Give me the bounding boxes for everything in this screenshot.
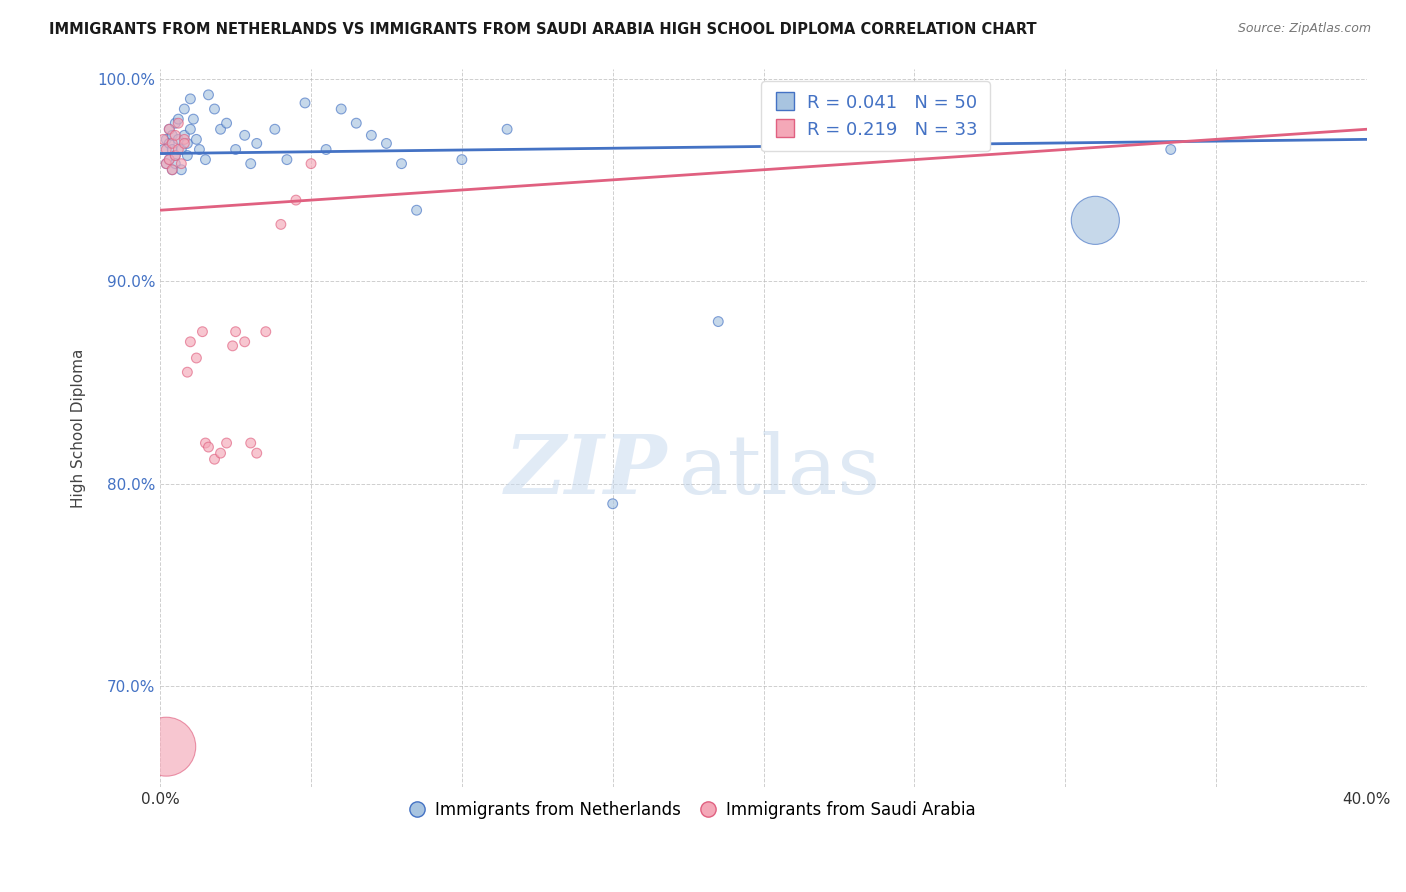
Text: Source: ZipAtlas.com: Source: ZipAtlas.com [1237,22,1371,36]
Point [162,162,184,177]
Point [215,436,238,450]
Point [209,122,232,136]
Point [152,132,174,146]
Point [165,116,187,130]
Point [155,143,177,157]
Point [167,116,190,130]
Point [194,436,217,450]
Point [188,143,211,157]
Point [167,112,190,127]
Point [360,128,382,143]
Point [194,153,217,167]
Point [1160,143,1182,157]
Point [215,116,238,130]
Point [179,122,201,136]
Point [165,148,187,162]
Point [270,218,292,232]
Point [294,95,316,110]
Text: IMMIGRANTS FROM NETHERLANDS VS IMMIGRANTS FROM SAUDI ARABIA HIGH SCHOOL DIPLOMA : IMMIGRANTS FROM NETHERLANDS VS IMMIGRANT… [49,22,1036,37]
Point [157,122,180,136]
Point [225,325,247,339]
Point [165,128,187,143]
Y-axis label: High School Diploma: High School Diploma [72,348,86,508]
Point [173,102,195,116]
Text: ZIP: ZIP [505,431,666,511]
Point [173,136,195,151]
Point [391,156,413,170]
Point [155,156,177,170]
Point [162,162,184,177]
Point [450,153,472,167]
Point [157,153,180,167]
Point [221,339,243,353]
Point [170,162,193,177]
Point [204,102,226,116]
Point [157,153,180,167]
Point [284,193,307,207]
Point [162,128,184,143]
Point [233,128,256,143]
Point [263,122,285,136]
Point [165,156,187,170]
Point [162,143,184,157]
Point [375,136,398,151]
Point [170,143,193,157]
Point [197,440,219,454]
Point [176,148,198,162]
Point [157,136,180,151]
Point [315,143,337,157]
Point [225,143,247,157]
Point [162,136,184,151]
Point [157,122,180,136]
Point [204,452,226,467]
Point [179,334,201,349]
Point [209,446,232,460]
Point [330,102,353,116]
Legend: Immigrants from Netherlands, Immigrants from Saudi Arabia: Immigrants from Netherlands, Immigrants … [401,794,983,826]
Point [167,143,190,157]
Point [176,136,198,151]
Point [152,143,174,157]
Point [165,148,187,162]
Point [246,446,269,460]
Point [155,156,177,170]
Point [167,132,190,146]
Point [183,112,205,127]
Point [176,365,198,379]
Point [1084,213,1107,227]
Point [496,122,519,136]
Point [197,87,219,102]
Point [179,92,201,106]
Point [602,497,624,511]
Point [233,334,256,349]
Point [186,351,208,365]
Point [186,132,208,146]
Point [239,156,262,170]
Point [170,156,193,170]
Point [173,132,195,146]
Point [344,116,367,130]
Point [405,203,427,218]
Point [254,325,277,339]
Point [173,128,195,143]
Point [246,136,269,151]
Point [155,132,177,146]
Text: atlas: atlas [679,431,882,511]
Point [299,156,322,170]
Point [239,436,262,450]
Point [155,739,177,754]
Point [707,314,730,328]
Point [191,325,214,339]
Point [276,153,298,167]
